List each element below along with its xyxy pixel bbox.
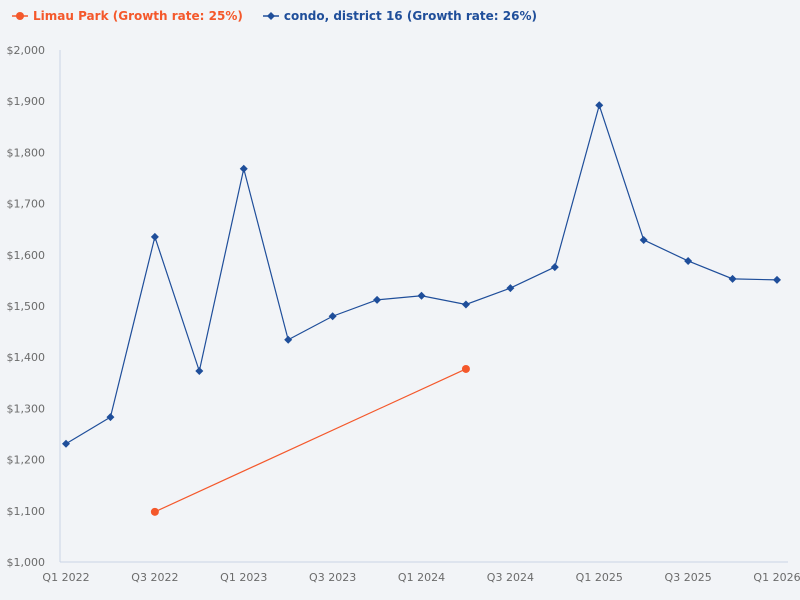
data-point[interactable] — [550, 263, 559, 272]
data-point[interactable] — [461, 300, 470, 309]
y-tick-label: $1,700 — [7, 198, 46, 211]
data-point[interactable] — [150, 507, 159, 516]
legend-item-condo-district-16[interactable]: condo, district 16 (Growth rate: 26%) — [262, 9, 537, 23]
x-tick-label: Q3 2022 — [131, 571, 178, 584]
y-tick-label: $1,100 — [7, 505, 46, 518]
x-tick-label: Q1 2026 — [753, 571, 800, 584]
y-axis: $1,000 $1,100 $1,200 $1,300 $1,400 $1,500 $1,6… — [7, 44, 61, 569]
series-layer — [62, 101, 781, 516]
data-point[interactable] — [639, 235, 648, 244]
chart-legend: Limau Park (Growth rate: 25%) condo, dis… — [12, 9, 557, 23]
data-point[interactable] — [461, 364, 470, 373]
data-point[interactable] — [62, 439, 70, 448]
data-point[interactable] — [284, 335, 293, 344]
x-tick-label: Q3 2025 — [665, 571, 712, 584]
data-point[interactable] — [506, 284, 515, 293]
data-point[interactable] — [239, 164, 248, 173]
legend-label: Limau Park (Growth rate: 25%) — [33, 9, 243, 23]
data-point[interactable] — [328, 312, 337, 321]
legend-label: condo, district 16 (Growth rate: 26%) — [283, 9, 537, 23]
data-point[interactable] — [595, 101, 604, 110]
x-tick-label: Q1 2023 — [220, 571, 267, 584]
data-point[interactable] — [684, 256, 693, 265]
y-tick-label: $1,500 — [7, 300, 46, 313]
series-1 — [62, 101, 781, 448]
data-point[interactable] — [195, 367, 204, 376]
y-tick-label: $1,300 — [7, 402, 46, 415]
y-tick-label: $2,000 — [7, 44, 46, 57]
legend-item-limau-park[interactable]: Limau Park (Growth rate: 25%) — [12, 9, 243, 23]
data-point[interactable] — [106, 413, 115, 422]
y-tick-label: $1,400 — [7, 351, 46, 364]
x-tick-label: Q1 2022 — [42, 571, 89, 584]
y-tick-label: $1,200 — [7, 454, 46, 467]
y-tick-label: $1,900 — [7, 95, 46, 108]
y-tick-label: $1,000 — [7, 556, 46, 569]
data-point[interactable] — [150, 232, 159, 241]
x-tick-label: Q1 2024 — [398, 571, 445, 584]
series-0 — [150, 364, 470, 516]
data-point[interactable] — [773, 275, 781, 284]
x-tick-label: Q1 2025 — [576, 571, 623, 584]
x-tick-label: Q3 2024 — [487, 571, 534, 584]
y-tick-label: $1,600 — [7, 249, 46, 262]
circle-marker-icon — [12, 12, 28, 20]
diamond-marker-icon — [262, 12, 279, 20]
data-point[interactable] — [417, 291, 426, 300]
data-point[interactable] — [373, 295, 382, 304]
x-axis: Q1 2022 Q3 2022 Q1 2023 Q3 2023 Q1 2024 Q3 20… — [42, 561, 800, 584]
data-point[interactable] — [728, 274, 737, 283]
y-tick-label: $1,800 — [7, 146, 46, 159]
x-tick-label: Q3 2023 — [309, 571, 356, 584]
